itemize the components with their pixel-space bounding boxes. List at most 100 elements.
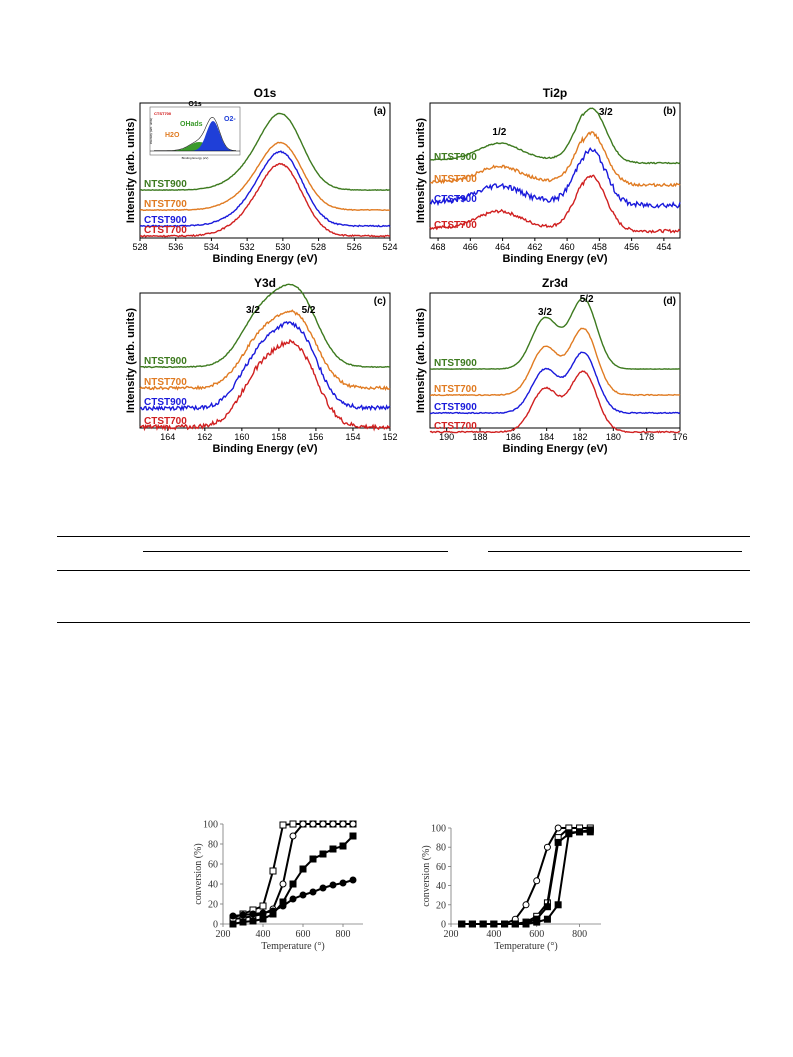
data-point [319, 884, 327, 892]
y-axis-label: conversion (%) [421, 845, 432, 906]
data-point [468, 920, 476, 928]
panel-title: Ti2p [543, 86, 567, 100]
data-point [543, 843, 551, 851]
xps-curve-ntst700 [429, 131, 681, 188]
xps-curve-ntst900 [139, 112, 391, 192]
panel-tag: (b) [663, 106, 676, 117]
peak-label: 3/2 [538, 307, 552, 318]
data-point [239, 911, 247, 919]
series-label-ntst900: NTST900 [144, 356, 187, 367]
series-line-3 [461, 830, 591, 925]
x-tick-label: 178 [639, 432, 654, 442]
data-point [554, 838, 562, 846]
data-point [269, 907, 277, 915]
y-tick-label: 80 [436, 843, 446, 854]
x-tick-label: 458 [592, 242, 607, 252]
data-point [279, 880, 287, 888]
xps-curve-ctst700 [429, 174, 681, 234]
y-tick-label: 100 [431, 824, 446, 835]
x-tick-label: 154 [345, 432, 360, 442]
data-point [543, 903, 551, 911]
x-tick-label: 200 [216, 929, 231, 940]
series-line-2 [461, 828, 591, 925]
xps-o1s-plot: O1s (a) 528 536 534 532 530 528 526 524 Binding En… [125, 86, 398, 265]
x-tick-label: 526 [347, 242, 362, 252]
data-point [309, 820, 317, 828]
data-point [511, 920, 519, 928]
table-group-rule-left [143, 551, 448, 552]
data-point [289, 895, 297, 903]
table-top-rule [57, 536, 750, 537]
xps-panel-b: Ti2p (b) 468 466 464 462 460 458 456 454 Binding E… [400, 85, 690, 275]
x-tick-label: 190 [439, 432, 454, 442]
data-point [586, 828, 594, 836]
inset-ohads-area [154, 142, 236, 151]
y-axis-label: Intensity (arb. units) [415, 308, 427, 413]
y-tick-label: 20 [436, 900, 446, 911]
data-point [339, 820, 347, 828]
peak-label: 3/2 [246, 305, 260, 316]
x-tick-label: 184 [539, 432, 554, 442]
xps-curve-ntst700 [139, 309, 391, 392]
data-point [249, 917, 257, 925]
x-tick-label: 468 [431, 242, 446, 252]
x-axis-label: Binding Energy (eV) [212, 443, 317, 455]
data-point [309, 855, 317, 863]
plot-frame [139, 102, 391, 239]
panel-title: Zr3d [542, 276, 568, 290]
xps-curve-ntst900 [429, 107, 681, 165]
xps-curve-ntst900 [139, 283, 391, 369]
series-label-ntst900: NTST900 [434, 152, 477, 163]
x-axis-label: Binding Energy (eV) [502, 253, 607, 265]
data-point [349, 832, 357, 840]
data-point [339, 842, 347, 850]
data-point [279, 902, 287, 910]
x-tick-label: 800 [572, 929, 587, 940]
series-label-ntst700: NTST700 [144, 377, 187, 388]
panel-tag: (d) [663, 296, 676, 307]
series-label-ctst900: CTST900 [144, 215, 187, 226]
x-axis-label: Temperature (°) [494, 941, 558, 952]
x-tick-label: 532 [240, 242, 255, 252]
x-tick-label: 600 [529, 929, 544, 940]
series-label-ntst900: NTST900 [434, 358, 477, 369]
x-axis-label: Binding Energy (eV) [212, 253, 317, 265]
y-axis-label: Intensity (arb. units) [125, 118, 137, 223]
series-label-ctst700: CTST700 [434, 220, 477, 231]
data-point [289, 832, 297, 840]
data-point [543, 915, 551, 923]
x-tick-label: 456 [624, 242, 639, 252]
series-label-ntst700: NTST700 [434, 174, 477, 185]
peak-label: 1/2 [492, 127, 506, 138]
table-header-rule [57, 570, 750, 571]
y-tick-label: 20 [208, 900, 218, 911]
data-point [522, 901, 530, 909]
series-label-ctst900: CTST900 [434, 402, 477, 413]
inset-envelope [154, 116, 236, 151]
data-point [229, 920, 237, 928]
data-point [458, 920, 466, 928]
data-point [229, 912, 237, 920]
inset-h2o-label: H2O [165, 132, 180, 139]
x-tick-label: 460 [560, 242, 575, 252]
x-tick-label: 464 [495, 242, 510, 252]
plot-frame [139, 292, 391, 429]
y-tick-label: 60 [208, 860, 218, 871]
data-point [565, 829, 573, 837]
xps-panel-a: O1s (a) 528 536 534 532 530 528 526 524 Binding En… [120, 85, 400, 275]
x-tick-label: 528 [132, 242, 147, 252]
inset-title: O1s [188, 101, 201, 108]
data-point [259, 909, 267, 917]
table-bottom-rule [57, 622, 750, 623]
panel-tag: (c) [374, 296, 386, 307]
data-point [554, 901, 562, 909]
series-line-1 [461, 827, 591, 925]
x-axis-label: Temperature (°) [261, 941, 325, 952]
y-axis-label: Intensity (arb. units) [125, 308, 137, 413]
x-tick-label: 152 [382, 432, 397, 442]
x-tick-label: 400 [256, 929, 271, 940]
x-tick-label: 524 [382, 242, 397, 252]
x-tick-label: 182 [572, 432, 587, 442]
data-point [319, 850, 327, 858]
xps-curve-ntst700 [139, 141, 391, 212]
